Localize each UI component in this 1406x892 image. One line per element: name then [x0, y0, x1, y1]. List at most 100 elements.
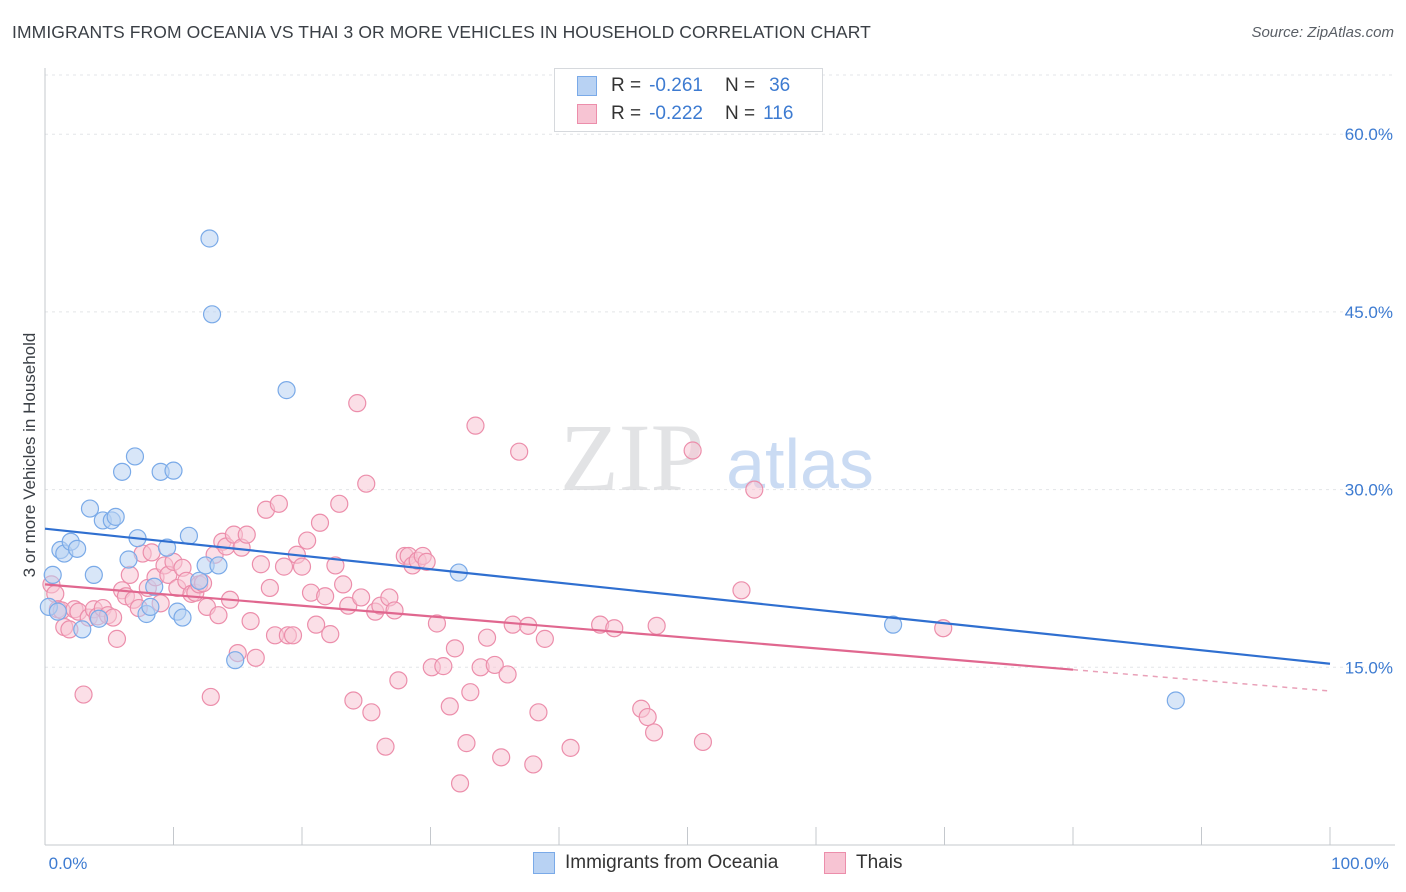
thais-point: [647, 616, 666, 635]
trend-lines: [44, 527, 1331, 692]
thais-point: [316, 587, 335, 606]
thais-point: [246, 648, 265, 667]
thais-point: [638, 707, 657, 727]
axes: [44, 68, 1395, 846]
thais-point: [524, 755, 543, 774]
r-label: R =: [611, 75, 642, 96]
oceania-point: [68, 539, 87, 558]
thais-point: [310, 513, 330, 532]
thais-point: [142, 543, 161, 562]
oceania-point: [157, 538, 177, 557]
thais-point: [260, 578, 279, 598]
thais-point: [529, 703, 548, 722]
thais-point: [466, 416, 485, 435]
thais-point: [427, 614, 447, 633]
thais-point: [485, 655, 504, 675]
thais-point: [251, 555, 270, 574]
source-credit: Source: ZipAtlas.com: [1251, 24, 1394, 41]
thais-point: [74, 685, 93, 704]
oceania-point: [112, 462, 132, 481]
oceania-point: [106, 507, 125, 526]
r-value: -0.222: [649, 103, 703, 124]
oceania-point: [190, 571, 209, 590]
thais-point: [605, 619, 624, 638]
thais-point: [461, 683, 480, 702]
thais-point: [477, 628, 497, 647]
oceania-point: [209, 556, 228, 575]
x-tick-label-start: 0.0%: [49, 854, 88, 873]
thais-point: [326, 556, 345, 575]
data-points: [39, 229, 1185, 793]
r-label: R =: [611, 103, 642, 124]
thais-point: [561, 738, 580, 757]
thais-point: [201, 687, 220, 707]
thais-point: [237, 525, 256, 544]
oceania-point: [119, 550, 138, 569]
thais-point: [352, 588, 371, 607]
oceania-point: [173, 608, 192, 627]
legend-label-oceania: Immigrants from Oceania: [565, 852, 779, 873]
thais-point: [492, 748, 511, 767]
thais-point: [376, 737, 395, 756]
oceania-point: [125, 447, 145, 466]
x-tick-label-end: 100.0%: [1331, 854, 1389, 873]
thais-point: [348, 394, 367, 413]
thais-point: [745, 480, 764, 499]
gridlines: [45, 74, 1395, 668]
thais-point: [307, 615, 326, 634]
thais-point: [107, 629, 127, 648]
y-tick-label: 45.0%: [1345, 303, 1393, 322]
stats-legend: R = -0.261 N = 36 R = -0.222 N = 116: [554, 68, 823, 132]
legend-item-oceania: Immigrants from Oceania: [533, 852, 778, 874]
oceania-legend-swatch: [533, 852, 555, 874]
thais-point: [283, 626, 303, 645]
watermark: ZIP atlas: [560, 404, 874, 511]
oceania-point: [164, 461, 183, 480]
legend-label-thais: Thais: [856, 852, 903, 873]
thais-point: [535, 629, 554, 648]
thais-point: [120, 565, 139, 585]
thais-point: [385, 601, 404, 620]
thais-point: [644, 723, 664, 742]
thais-point: [440, 697, 459, 716]
y-tick-label: 30.0%: [1345, 481, 1393, 500]
thais-trend-line: [44, 583, 1074, 671]
thais-point: [498, 665, 517, 684]
y-tick-label: 15.0%: [1345, 658, 1393, 677]
thais-point: [434, 657, 453, 676]
thais-point: [298, 531, 317, 550]
thais-point: [732, 581, 751, 600]
oceania-point: [883, 615, 903, 634]
oceania-point: [80, 499, 100, 518]
stats-legend-row-thais: R = -0.222 N = 116: [577, 102, 793, 126]
thais-point: [510, 442, 529, 461]
thais-point: [457, 734, 476, 753]
watermark-zip: ZIP: [560, 404, 704, 511]
r-value: -0.261: [649, 75, 703, 96]
axis-ticks: 15.0% 30.0% 45.0% 60.0% 0.0% 100.0%: [49, 125, 1393, 873]
oceania-point: [202, 305, 222, 324]
thais-point: [693, 732, 713, 752]
thais-point: [274, 557, 294, 576]
chart-title: IMMIGRANTS FROM OCEANIA VS THAI 3 OR MOR…: [12, 22, 871, 42]
thais-point: [445, 639, 465, 658]
thais-point: [389, 671, 408, 690]
thais-point: [357, 474, 376, 493]
n-value: 116: [763, 103, 794, 124]
oceania-point: [141, 597, 160, 616]
series-legend: Immigrants from Oceania Thais: [0, 852, 1406, 878]
n-value: 36: [769, 75, 791, 96]
n-label: N =: [724, 75, 756, 96]
oceania-point: [200, 229, 219, 248]
oceania-point: [48, 602, 67, 621]
oceania-point: [1166, 691, 1185, 710]
oceania-point: [84, 565, 103, 585]
oceania-point: [43, 565, 62, 585]
oceania-trend-line: [44, 527, 1331, 665]
thais-point: [241, 612, 260, 631]
oceania-point: [73, 620, 92, 639]
thais-point: [330, 494, 349, 513]
thais-point: [417, 552, 436, 571]
oceania-swatch: [577, 76, 597, 96]
